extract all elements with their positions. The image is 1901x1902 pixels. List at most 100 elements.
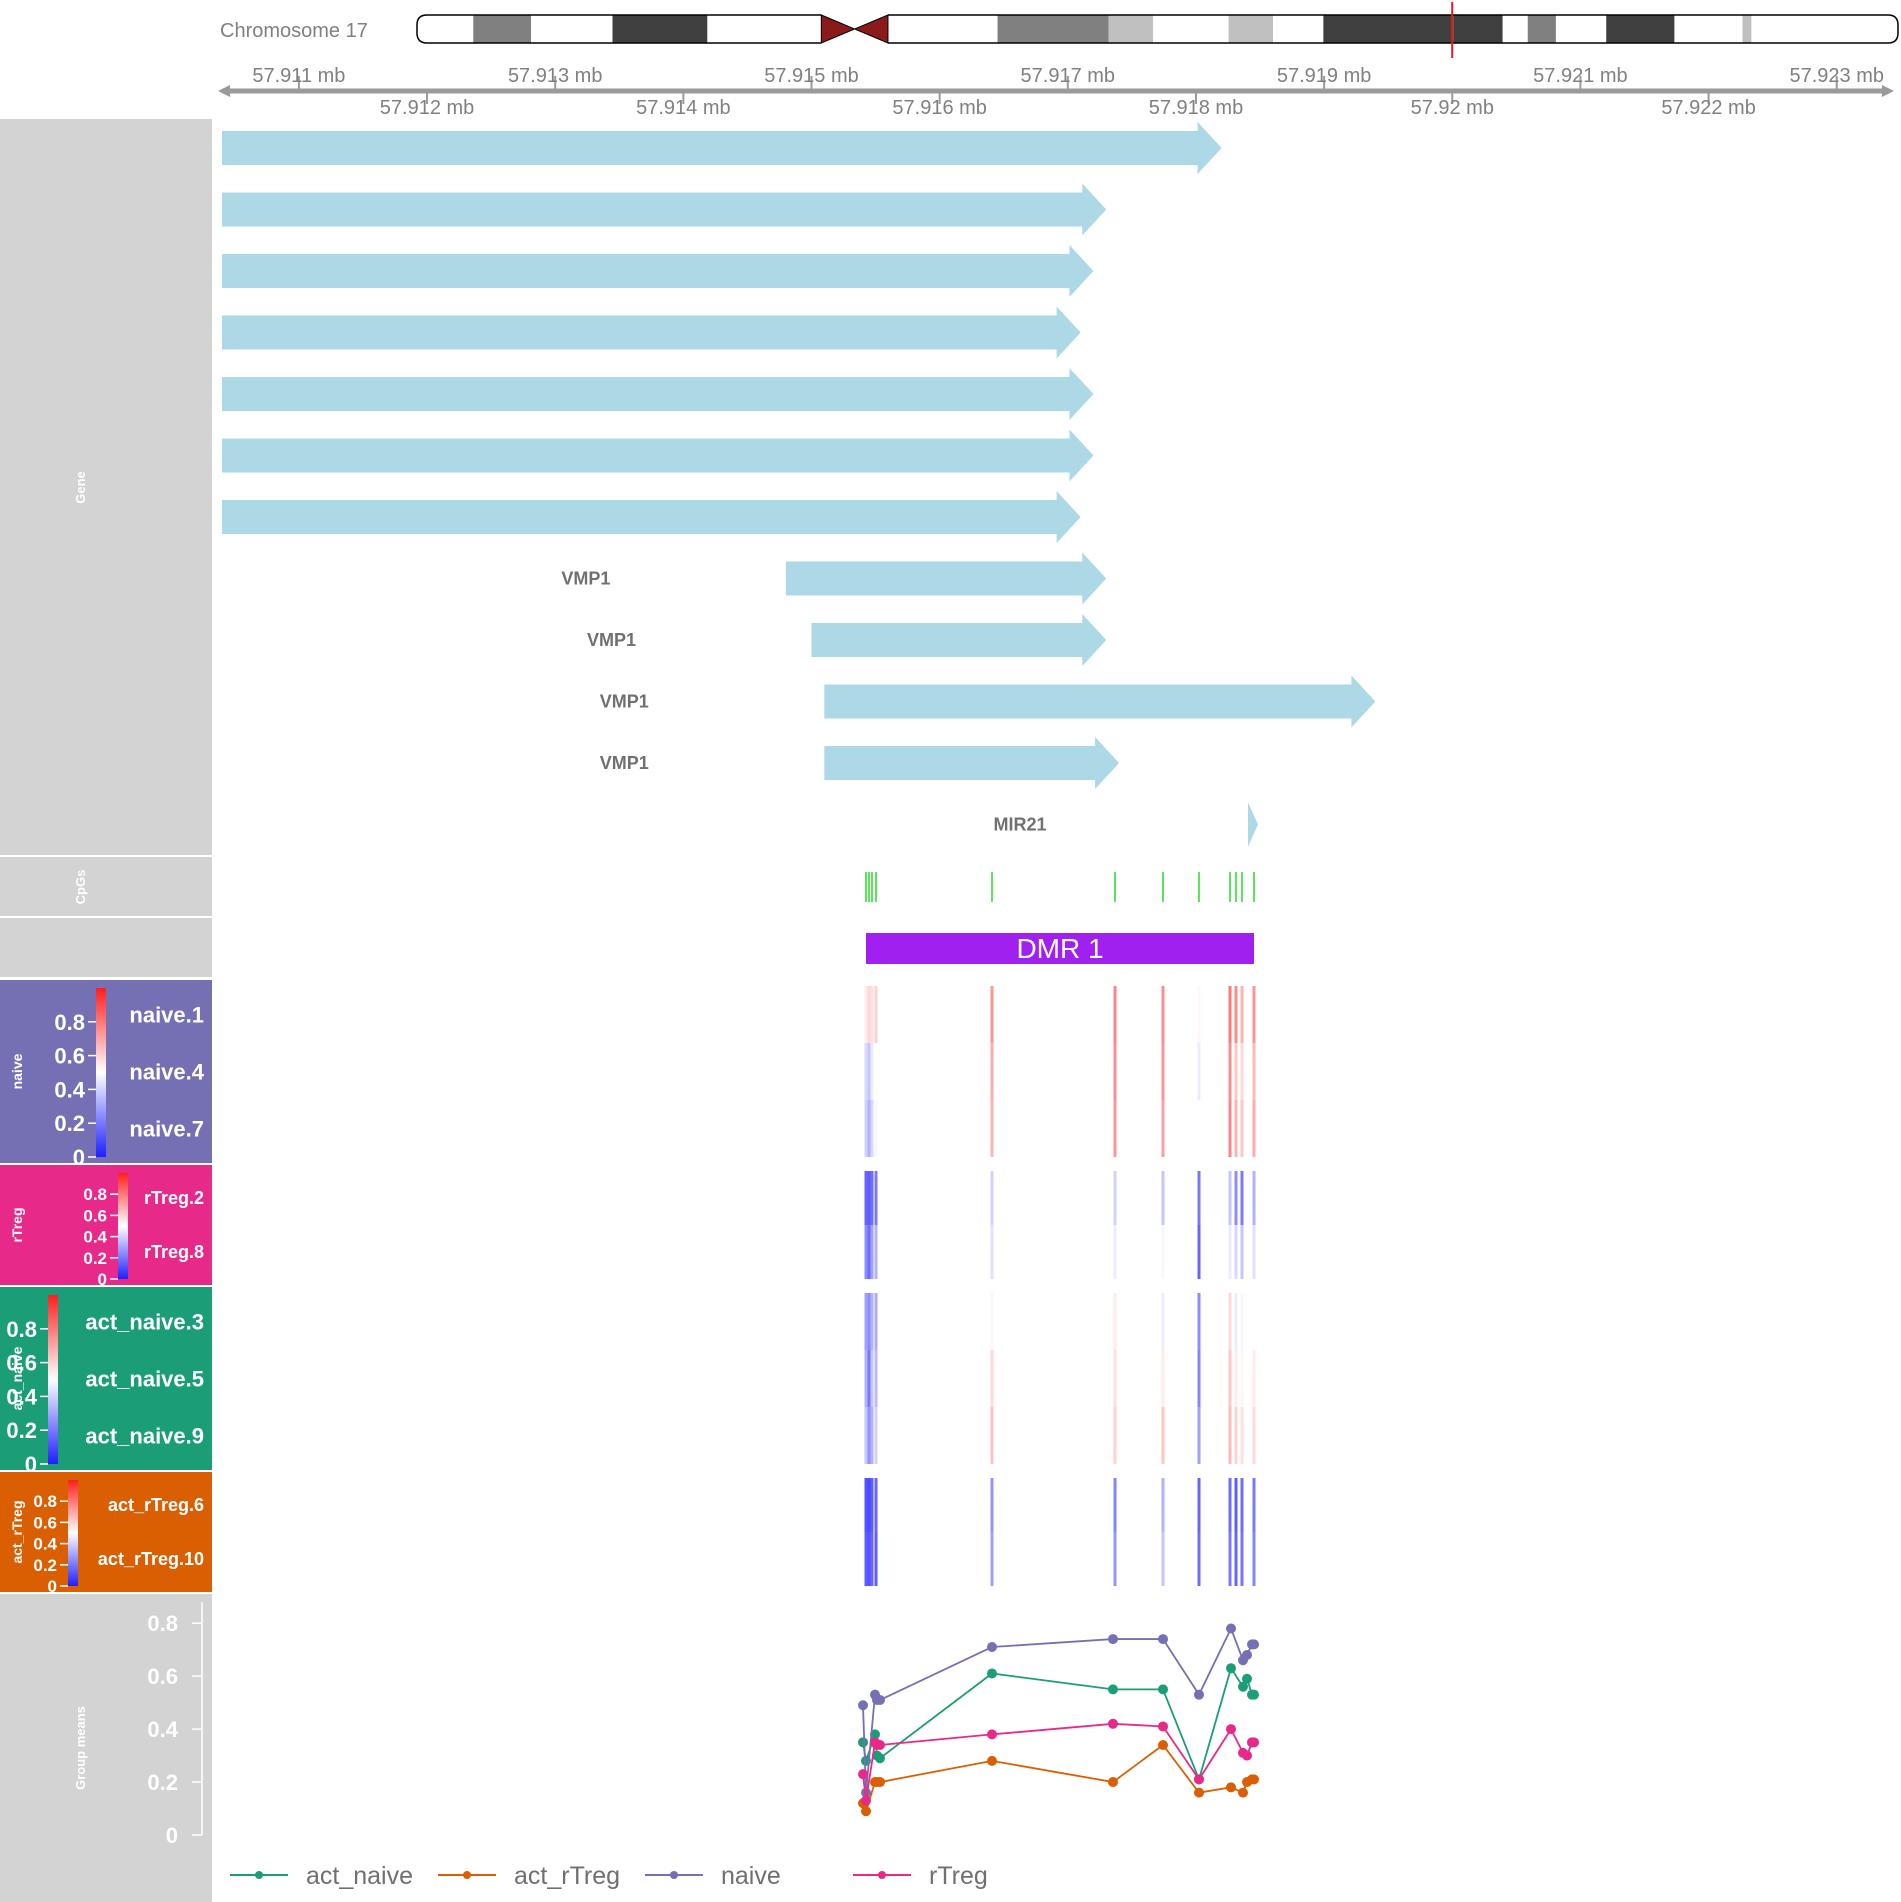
heatmap-cell	[1161, 1478, 1165, 1532]
data-point-rTreg	[875, 1739, 885, 1750]
heatmap-cell	[1161, 986, 1165, 1043]
heatmap-cell	[1240, 1478, 1244, 1532]
heatmap-cell	[870, 1100, 874, 1157]
heatmap-cell	[874, 1407, 878, 1464]
transcript-label: VMP1	[600, 753, 649, 773]
y-axis-tick-label: 0.4	[147, 1717, 178, 1742]
axis-tick-label: 57.919 mb	[1277, 65, 1372, 87]
ideogram-band	[1323, 15, 1454, 43]
scale-tick-label: 0.6	[6, 1351, 37, 1376]
data-point-act_naive	[1238, 1681, 1248, 1692]
heatmap-cell	[1240, 1100, 1244, 1157]
heatmap-cell	[867, 1532, 871, 1586]
data-point-naive	[987, 1642, 997, 1653]
heatmap-cell	[1113, 1171, 1117, 1225]
legend-label: act_naive	[306, 1862, 413, 1890]
color-scale-bar	[68, 1480, 78, 1586]
data-point-rTreg	[861, 1795, 871, 1806]
heatmap-cell	[1252, 986, 1256, 1043]
cpgs-panel-title: CpGs	[73, 870, 88, 905]
heatmap-cell	[1240, 1293, 1244, 1350]
heatmap-cell	[874, 1293, 878, 1350]
heatmap-cell	[1197, 986, 1201, 1043]
track-title-panels: Gene CpGs naive rTreg act_naive act_rTreg Grou…	[0, 119, 212, 1902]
heatmap-cell	[870, 1532, 874, 1586]
ideogram-band	[1453, 15, 1503, 43]
heatmap-cell	[1234, 1407, 1238, 1464]
heatmap-cell	[870, 1171, 874, 1225]
y-axis-tick-label: 0.8	[147, 1611, 178, 1636]
heatmap-cell	[864, 1225, 868, 1279]
color-scale-bar	[118, 1173, 128, 1279]
legend-label: act_rTreg	[514, 1862, 620, 1890]
heatmap-cell	[870, 1478, 874, 1532]
transcript-arrow	[785, 552, 1107, 605]
ideogram-outline-p	[416, 14, 822, 44]
heatmap-cell	[1234, 1350, 1238, 1407]
methylation-heatmaps: 0.8 0.6 0.4 0.2 0 naive.1 naive.4 naive.7 0.8 0.6…	[6, 986, 1256, 1596]
transcript-arrow	[222, 368, 1094, 420]
axis-tick-label: 57.914 mb	[636, 97, 731, 119]
series-line-act_naive	[862, 1666, 1254, 1783]
sample-label: naive.1	[129, 1003, 204, 1028]
heatmap-cell	[1240, 1350, 1244, 1407]
data-point-act_rTreg	[1226, 1782, 1236, 1793]
axis-tick-label: 57.912 mb	[380, 97, 475, 119]
heatmap-cell	[1234, 1100, 1238, 1157]
scale-tick-label: 0.4	[54, 1077, 85, 1102]
heatmap-cell	[867, 1043, 871, 1100]
axis-tick-label: 57.913 mb	[508, 65, 603, 87]
axis-tick-label: 57.917 mb	[1021, 65, 1116, 87]
data-point-act_naive	[1249, 1689, 1259, 1700]
heatmap-cell	[1252, 1407, 1256, 1464]
heatmap-cell	[864, 1350, 868, 1407]
heatmap-cell	[1161, 1350, 1165, 1407]
ideogram-band	[1527, 15, 1556, 43]
ideogram-bands	[416, 2, 1899, 58]
act-rtreg-panel-title: act_rTreg	[9, 1500, 25, 1563]
data-point-act_naive	[875, 1753, 885, 1764]
cpg-track	[865, 872, 1255, 902]
transcript-label: VMP1	[587, 630, 636, 650]
scale-tick-label: 0.8	[83, 1185, 107, 1204]
heatmap-cell	[1113, 1478, 1117, 1532]
dmr-bar	[866, 933, 1254, 964]
data-point-rTreg	[1242, 1750, 1252, 1761]
gene-panel	[0, 119, 212, 856]
heatmap-cell	[874, 986, 878, 1043]
heatmap-cell	[1113, 986, 1117, 1043]
heatmap-cell	[1252, 1532, 1256, 1586]
heatmap-cell	[1228, 1225, 1232, 1279]
heatmap-cell	[864, 1478, 868, 1532]
data-point-rTreg	[1158, 1721, 1168, 1732]
heatmap-cell	[1113, 1532, 1117, 1586]
data-point-rTreg	[1194, 1774, 1204, 1785]
ideogram-band	[1228, 15, 1274, 43]
heatmap-cell	[874, 1171, 878, 1225]
scale-tick-label: 0.2	[33, 1556, 57, 1575]
heatmap-cell	[1197, 1100, 1201, 1157]
data-point-naive	[858, 1700, 868, 1711]
heatmap-cell	[1252, 1478, 1256, 1532]
heatmap-cell	[1197, 1350, 1201, 1407]
heatmap-cell	[870, 1225, 874, 1279]
heatmap-cell	[1252, 1171, 1256, 1225]
transcript-arrow	[824, 737, 1120, 789]
ideogram-outline-q	[887, 14, 1899, 44]
ideogram-band	[1108, 15, 1154, 43]
transcript-arrow	[222, 306, 1081, 359]
sample-label: rTreg.8	[144, 1242, 204, 1262]
heatmap-cell	[870, 1043, 874, 1100]
axis-tick-label: 57.923 mb	[1789, 65, 1884, 87]
dmr-track: DMR 1	[866, 933, 1254, 964]
heatmap-cell	[1161, 1100, 1165, 1157]
transcript-arrow	[222, 491, 1081, 543]
transcript-arrow	[222, 122, 1222, 174]
heatmap-cell	[1234, 1171, 1238, 1225]
sample-label: rTreg.2	[144, 1188, 204, 1208]
heatmap-cell	[867, 1225, 871, 1279]
sample-label: act_rTreg.6	[108, 1495, 204, 1515]
heatmap-cell	[867, 1350, 871, 1407]
transcript-label: VMP1	[600, 692, 649, 712]
sample-label: act_naive.9	[85, 1424, 204, 1449]
